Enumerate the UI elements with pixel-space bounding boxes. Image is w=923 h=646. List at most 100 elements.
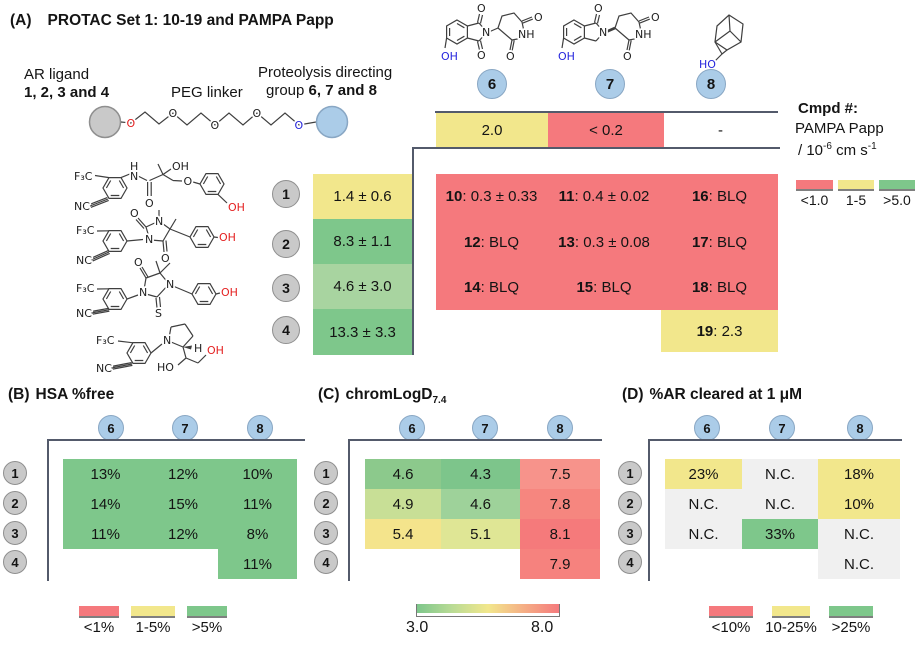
panel-b-row-2: 2 <box>3 491 27 515</box>
o-bottom-label: O <box>477 49 486 62</box>
cmpd-number: 13 <box>558 233 575 251</box>
hsa-cell-3-6: 11% <box>63 519 148 549</box>
o-top-label: O <box>594 2 603 15</box>
legend-item-yellow: 1-5% <box>131 606 175 636</box>
o-right-label: O <box>651 11 660 24</box>
ho-blue-label: HO <box>699 58 716 68</box>
logd-cell-1-7: 4.3 <box>441 459 520 489</box>
hsa-legend: <1% 1-5% >5% <box>79 606 227 636</box>
hsa-cell-1-7: 12% <box>148 459 218 489</box>
nc-label: NC <box>74 200 90 213</box>
red-swatch <box>79 606 119 618</box>
o-bottom-label: O <box>161 252 170 265</box>
o-right-label: O <box>534 11 543 24</box>
ligand-badge-3: 3 <box>272 274 300 302</box>
legend-item-yellow: 10-25% <box>764 606 818 636</box>
logd-cell-2-7: 4.6 <box>441 489 520 519</box>
pdg-node <box>315 105 349 139</box>
panel-c-col-8: 8 <box>547 415 573 441</box>
green-swatch <box>879 180 915 191</box>
ar-cleared-legend: <10% 10-25% >25% <box>709 606 873 636</box>
cmpd-value: : 0.3 ± 0.33 <box>462 188 538 205</box>
logd-cell-4-8: 7.9 <box>520 549 600 579</box>
hsa-cell-1-8: 10% <box>218 459 297 489</box>
peg-chain-bonds <box>120 111 317 126</box>
red-swatch <box>796 180 833 191</box>
ho-label: HO <box>157 361 174 374</box>
cmpd-number: 14 <box>463 279 481 296</box>
legend-item-green: >25% <box>829 606 873 636</box>
legend-label: <1% <box>83 619 115 636</box>
oxygen-label-3: O <box>253 107 262 120</box>
panel-a-title-text: PROTAC Set 1: 10-19 and PAMPA Papp <box>47 12 334 29</box>
legend-assay-name: PAMPA Papp <box>795 120 884 137</box>
ligand-1-skeleton <box>89 163 228 208</box>
legend-label: >25% <box>831 619 871 636</box>
cmpd-number: 12 <box>463 233 481 251</box>
ligand-3-structure: F₃C NC O N N S OH <box>74 256 239 318</box>
structure-8-skeleton <box>714 14 744 62</box>
oh-blue-label: OH <box>558 50 575 63</box>
panel-b-col-8: 8 <box>247 415 273 441</box>
panel-b-tag: (B) <box>8 386 30 403</box>
h-label: H <box>194 342 202 355</box>
ar-ligand-label: AR ligand <box>24 66 90 83</box>
panel-a-axis <box>412 147 780 355</box>
hsa-cell-3-8: 8% <box>218 519 297 549</box>
o-ether-label: O <box>184 175 193 188</box>
o-low-label: O <box>506 50 515 63</box>
ligand-badge-2: 2 <box>272 230 300 258</box>
panel-c-title-main: chromLogD <box>345 386 433 403</box>
panel-b-axis <box>47 439 305 581</box>
hsa-cell-3-7: 12% <box>148 519 218 549</box>
f3c-label: F₃C <box>74 170 93 183</box>
stereo-wedge <box>183 345 192 350</box>
legend-label: <1.0 <box>800 192 829 208</box>
o-top-label: O <box>130 208 139 220</box>
f3c-label: F₃C <box>76 282 95 295</box>
cmpd-value: : 2.3 <box>713 322 743 340</box>
legend-item-red: <1.0 <box>796 180 833 208</box>
panel-d-col-7: 7 <box>769 415 795 441</box>
ar-cell-1-7: N.C. <box>742 459 818 489</box>
matrix-cell-13: 13: 0.3 ± 0.08 <box>547 219 661 265</box>
logd-cell-3-6: 5.4 <box>365 519 441 549</box>
group-badge-8: 8 <box>696 69 726 99</box>
gradient-min-label: 3.0 <box>406 619 429 636</box>
structure-6-skeleton <box>444 12 534 51</box>
ligand-4-structure: F₃C NC N H HO OH <box>94 323 226 374</box>
ar-cell-1-8: 18% <box>818 459 900 489</box>
ar-ligand-node <box>88 105 122 139</box>
oxygen-label-2: O <box>211 119 220 132</box>
panel-b-row-3: 3 <box>3 521 27 545</box>
panel-d-row-1: 1 <box>618 461 642 485</box>
nc-label: NC <box>76 307 92 318</box>
structure-8-drawing: HO <box>697 14 744 68</box>
yellow-swatch <box>772 606 810 618</box>
logd-cell-1-6: 4.6 <box>365 459 441 489</box>
hsa-cell-2-8: 11% <box>218 489 297 519</box>
panel-c-axis <box>348 439 602 581</box>
protac-schematic-drawing: O O O O O <box>88 105 349 139</box>
ar-cell-3-8: N.C. <box>818 519 900 549</box>
pampa-legend: <1.0 1-5 >5.0 <box>796 180 915 208</box>
panel-d-row-3: 3 <box>618 521 642 545</box>
legend-label: >5.0 <box>883 192 911 208</box>
legend-item-red: <10% <box>709 606 753 636</box>
n-label: N <box>482 26 490 39</box>
ar-cell-2-7: N.C. <box>742 489 818 519</box>
unit-exponent-2: -1 <box>867 141 877 152</box>
cmpd-value: : BLQ <box>480 233 520 251</box>
ligand-badge-1: 1 <box>272 180 300 208</box>
o-top-label: O <box>134 256 143 269</box>
cmpd-number: 11 <box>558 188 575 205</box>
legend-item-green: >5.0 <box>879 180 915 208</box>
structure-7-drawing: O N O NH O OH <box>558 2 662 65</box>
panel-b-title: (B) HSA %free <box>8 386 114 404</box>
oh-blue-label: OH <box>441 50 458 63</box>
green-swatch <box>187 606 227 618</box>
panel-d-row-2: 2 <box>618 491 642 515</box>
panel-b-row-4: 4 <box>3 550 27 574</box>
ligand-badge-4: 4 <box>272 316 300 344</box>
